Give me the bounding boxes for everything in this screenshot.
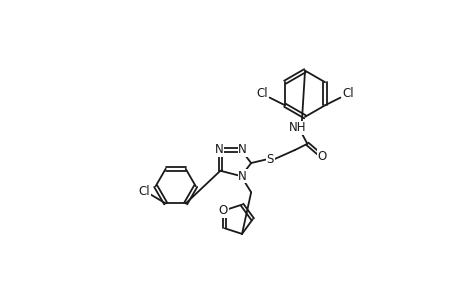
Text: Cl: Cl <box>256 87 267 100</box>
Text: Cl: Cl <box>341 87 353 100</box>
Text: S: S <box>266 153 274 166</box>
Text: O: O <box>218 205 227 218</box>
Text: N: N <box>214 143 223 157</box>
Text: N: N <box>238 143 246 157</box>
Text: O: O <box>317 150 326 163</box>
Text: N: N <box>238 169 246 183</box>
Text: NH: NH <box>289 121 306 134</box>
Text: Cl: Cl <box>138 185 150 198</box>
